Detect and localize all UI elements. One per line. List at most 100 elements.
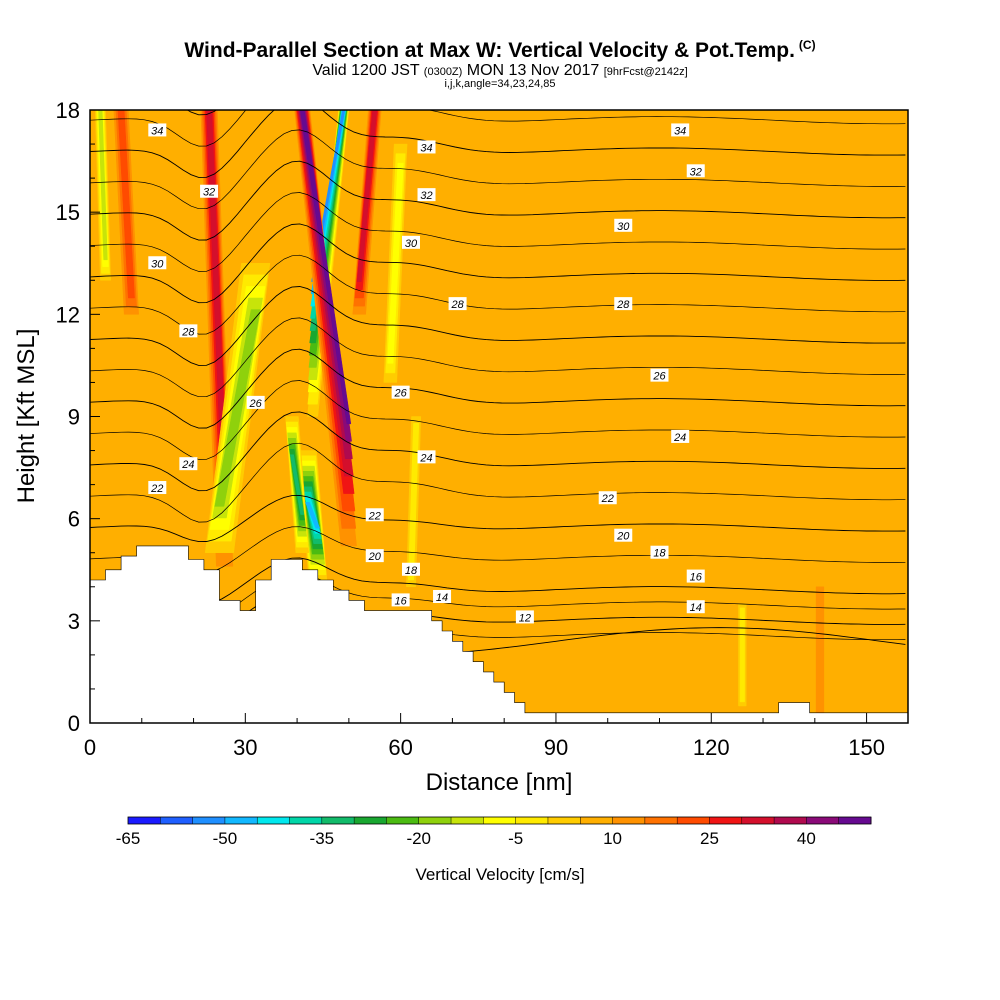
contour-label-4: 32 [420, 190, 432, 202]
valid-text-b: MON 13 Nov 2017 [462, 62, 604, 79]
contour-label-29: 12 [519, 612, 531, 624]
theta-contour-minor-23 [90, 317, 906, 398]
velocity-band-5-7 [289, 454, 305, 515]
theta-contour-minor-19 [90, 442, 906, 523]
contour-label-bg-1 [417, 140, 436, 154]
colorbar-title: Vertical Velocity [cm/s] [415, 865, 584, 884]
theta-contour-22 [90, 348, 906, 429]
contour-label-bg-11 [614, 297, 633, 311]
contour-label-bg-2 [671, 123, 690, 137]
params-line: i,j,k,angle=34,23,24,85 [444, 78, 556, 90]
colorbar-swatch-9 [418, 817, 452, 824]
colorbar-swatch-15 [612, 817, 646, 824]
colorbar-label-6: 25 [700, 829, 719, 848]
velocity-band-7-7 [300, 110, 352, 425]
units-badge: (C) [798, 38, 816, 52]
contour-label-bg-5 [686, 164, 705, 178]
colorbar-label-5: 10 [603, 829, 622, 848]
contour-label-bg-20 [598, 491, 617, 505]
theta-contour-minor-33 [90, 5, 905, 84]
chart-title-text: Wind-Parallel Section at Max W: Vertical… [184, 39, 795, 62]
contour-label-bg-17 [671, 429, 690, 443]
x-axis-label: Distance [nm] [426, 769, 573, 796]
contour-label-bg-4 [417, 188, 436, 202]
velocity-band-10-1 [408, 423, 420, 581]
colorbar-swatch-19 [741, 817, 775, 824]
contour-label-2: 34 [674, 125, 686, 137]
colorbar-swatch-6 [321, 817, 355, 824]
contour-label-bg-29 [515, 610, 534, 624]
contour-label-bg-15 [179, 457, 198, 471]
contour-label-bg-24 [650, 545, 669, 559]
y-tick-label-3: 9 [68, 405, 80, 430]
contour-labels: 34 34 34 32 32 32 30 30 30 28 28 28 26 26 26 24 24 24 22 22… [148, 123, 705, 624]
terrain [89, 545, 909, 724]
x-tick-label-0: 0 [84, 735, 96, 760]
valid-text-a: Valid 1200 JST [312, 62, 424, 79]
contour-label-13: 26 [394, 388, 408, 400]
colorbar-swatch-20 [774, 817, 807, 824]
contour-label-17: 24 [673, 432, 686, 444]
theta-contour-24 [90, 286, 906, 366]
theta-contour-minor-21 [90, 380, 906, 460]
contour-label-bg-10 [448, 297, 467, 311]
y-tick-label-5: 15 [56, 200, 80, 225]
theta-contour-16 [90, 557, 906, 605]
colorbar-swatch-10 [451, 817, 484, 824]
contour-label-3: 32 [203, 187, 215, 199]
colorbar-frame [127, 816, 872, 825]
contour-label-25: 16 [395, 595, 408, 607]
contour-label-bg-23 [401, 562, 420, 576]
contour-label-bg-0 [148, 123, 167, 137]
contour-label-18: 22 [150, 483, 163, 495]
contour-label-11: 28 [616, 299, 630, 311]
contour-label-bg-3 [200, 184, 219, 198]
colorbar-swatch-17 [677, 817, 710, 824]
contour-label-21: 20 [368, 551, 382, 563]
theta-contour-20 [90, 411, 906, 492]
contour-label-bg-12 [246, 395, 265, 409]
y-tick-label-0: 0 [68, 711, 80, 736]
colorbar-swatch-5 [289, 817, 323, 824]
contour-label-bg-19 [365, 508, 384, 522]
velocity-band-12-0 [815, 586, 825, 723]
axes: 0 30 60 90 120 150 0 3 6 9 12 15 18 [56, 98, 885, 760]
chart-title: Wind-Parallel Section at Max W: Vertical… [0, 38, 1000, 63]
velocity-field [94, 110, 825, 723]
y-tick-label-2: 6 [68, 507, 80, 532]
contour-label-bg-16 [417, 450, 436, 464]
y-tick-label-4: 12 [56, 302, 80, 327]
theta-contours [90, 5, 906, 656]
contour-label-bg-26 [686, 569, 705, 583]
theta-contour-18 [90, 494, 906, 543]
colorbar-swatch-11 [483, 817, 517, 824]
contour-label-12: 26 [249, 398, 263, 410]
theta-contour-minor-17 [90, 526, 906, 574]
velocity-band-8-4 [356, 110, 378, 282]
x-tick-label-4: 120 [693, 735, 730, 760]
contour-label-bg-27 [433, 589, 452, 603]
colorbar-swatch-18 [709, 817, 743, 824]
colorbar-swatch-0 [128, 817, 161, 824]
contour-label-28: 14 [690, 602, 702, 614]
valid-run: [9hrFcst@2142z] [603, 66, 688, 78]
contour-label-19: 22 [368, 510, 381, 522]
colorbar-label-2: -35 [310, 829, 335, 848]
colorbar-swatch-1 [160, 817, 194, 824]
colorbar: -65 -50 -35 -20 -5 10 25 40 [116, 816, 872, 848]
colorbar-label-4: -5 [508, 829, 523, 848]
contour-label-bg-8 [614, 218, 633, 232]
contour-label-5: 32 [690, 166, 702, 178]
colorbar-swatch-13 [547, 817, 581, 824]
contour-label-8: 30 [617, 221, 630, 233]
contour-label-9: 28 [181, 326, 195, 338]
colorbar-swatch-22 [838, 817, 872, 824]
contour-label-bg-22 [614, 528, 633, 542]
theta-contour-minor-29 [90, 129, 906, 210]
colorbar-label-0: -65 [116, 829, 141, 848]
contour-label-26: 16 [690, 572, 703, 584]
contour-label-bg-18 [148, 481, 167, 495]
x-tick-label-5: 150 [848, 735, 885, 760]
theta-contour-minor-27 [90, 192, 906, 272]
